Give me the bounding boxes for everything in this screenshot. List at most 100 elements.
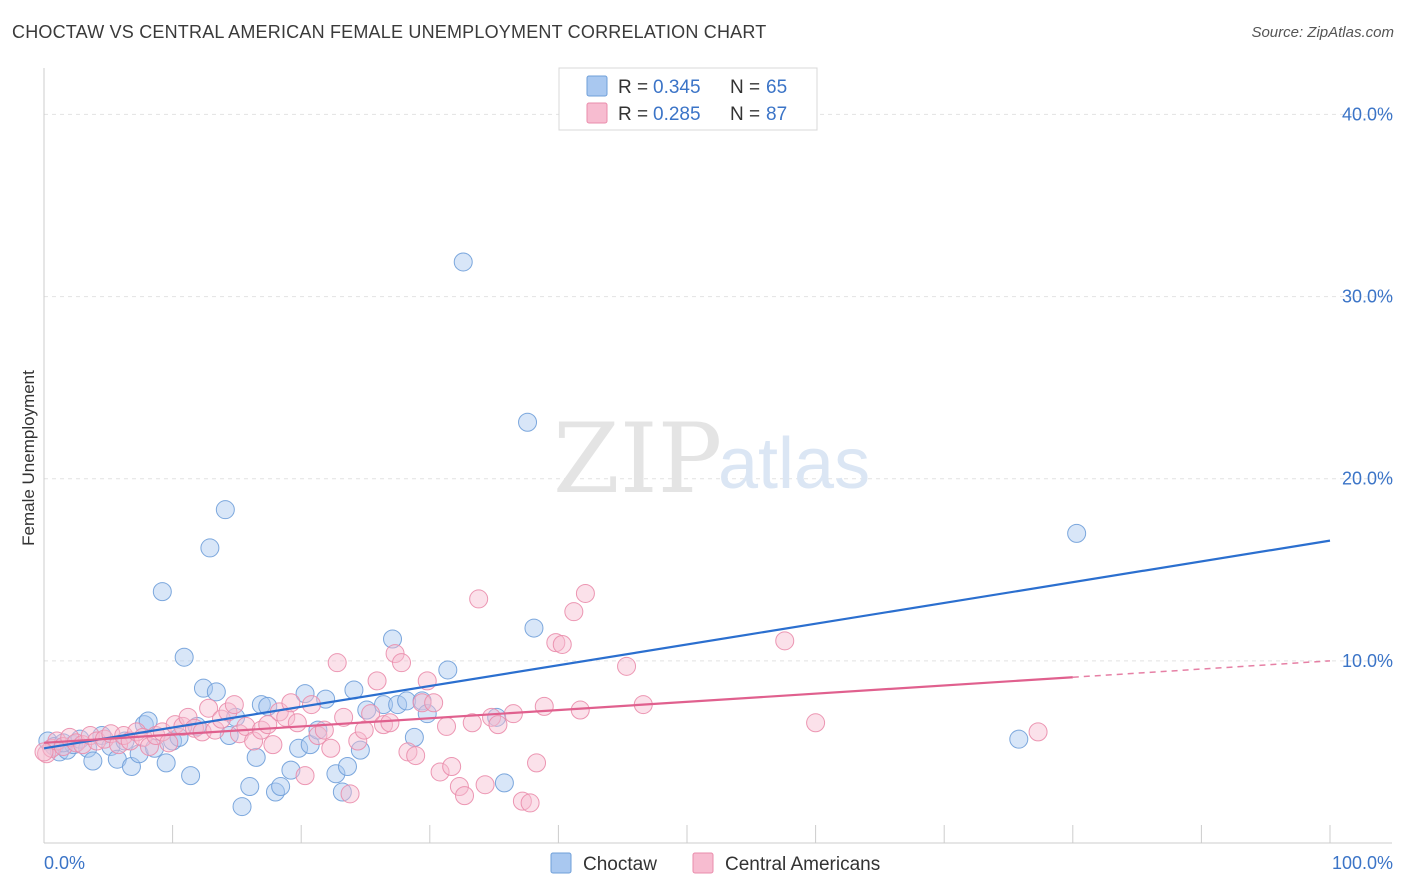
data-point [374,695,394,715]
legend-r-value: 0.345 [653,77,701,98]
x-tick-label: 100.0% [1332,853,1393,873]
data-point [206,682,226,702]
data-point [337,757,357,776]
data-point [775,631,795,651]
data-point [1067,523,1087,543]
data-point [424,693,444,713]
y-tick-label: 40.0% [1342,104,1393,124]
data-point [326,764,346,784]
grid-lines [44,113,1392,662]
data-point [218,702,238,722]
data-point [442,757,462,776]
data-point [178,707,198,727]
watermark: ZIP atlas [553,403,870,515]
data-point [354,720,374,740]
data-point [546,633,566,653]
legend-top: R = 0.345 N = 65 R = 0.285 N = 87 [558,67,818,131]
data-point [332,782,352,802]
axes [43,68,1392,844]
data-point [380,713,400,733]
data-point [240,777,260,797]
watermark-zip: ZIP [553,403,722,515]
data-point [453,252,473,272]
data-point [564,602,584,622]
source-label: Source: ZipAtlas.com [1251,24,1394,41]
data-point [308,726,328,746]
data-point [520,793,540,813]
data-point [224,695,244,715]
data-point [512,791,532,811]
tick-labels: 10.0% 20.0% 30.0% 40.0% 0.0% 100.0% [44,104,1393,873]
data-point [1028,722,1048,742]
data-point [281,760,301,780]
data-point [552,634,572,654]
data-point [469,589,489,609]
data-point [139,736,159,756]
data-point [327,653,347,673]
data-point [1009,729,1029,749]
y-tick-label: 10.0% [1342,651,1393,671]
data-point [244,731,264,751]
data-point [575,583,595,603]
data-point [406,746,426,766]
legend-swatch-central-americans [586,102,608,124]
bottom-legend-choctaw: Choctaw [583,854,657,875]
data-point [215,500,235,520]
series-central-americans [34,583,1048,813]
data-point [334,707,354,727]
data-point [617,656,637,676]
data-point [34,742,54,762]
data-point [392,653,412,673]
trend-line-choctaw [43,539,1331,750]
data-point [449,777,469,797]
data-point [193,678,213,698]
data-point [518,412,538,432]
data-point [462,713,482,733]
data-point [152,582,172,602]
data-point [494,773,514,793]
data-point [430,762,450,782]
data-point [265,782,285,802]
data-point [482,707,502,727]
trend-layer [43,539,1331,750]
legend-n-label: N = [730,77,760,98]
trend-line-central-americans [43,676,1073,744]
data-point [159,733,179,753]
legend-r-label: R = [618,77,648,98]
data-point [232,797,252,817]
watermark-atlas: atlas [718,424,870,504]
data-point [181,766,201,786]
data-point [263,735,283,755]
series-layer [34,252,1087,817]
data-point [156,753,176,773]
bottom-legend-swatch-central-americans [692,852,714,874]
y-tick-label: 20.0% [1342,469,1393,489]
data-point [289,738,309,758]
data-point [287,713,307,733]
data-point [295,766,315,786]
data-point [488,715,508,735]
data-point [174,647,194,667]
data-point [524,618,544,638]
data-point [83,751,103,771]
data-point [348,731,368,751]
data-point [271,777,291,797]
data-point [412,693,432,713]
data-point [397,691,417,711]
bottom-legend-central-americans: Central Americans [725,854,880,875]
legend-bottom: Choctaw Central Americans [550,852,880,875]
legend-swatch-choctaw [586,75,608,97]
data-point [806,713,826,733]
data-point [199,698,219,718]
y-axis-label: Female Unemployment [19,370,38,546]
data-point [438,660,458,680]
trend-line-extension [1072,660,1331,678]
data-point [200,538,220,558]
series-choctaw [38,252,1087,817]
x-tick-label: 0.0% [44,853,85,873]
data-point [527,753,547,773]
legend-n-value: 65 [766,77,787,98]
bottom-legend-swatch-choctaw [550,852,572,874]
data-point [340,784,360,804]
data-point [246,747,266,767]
